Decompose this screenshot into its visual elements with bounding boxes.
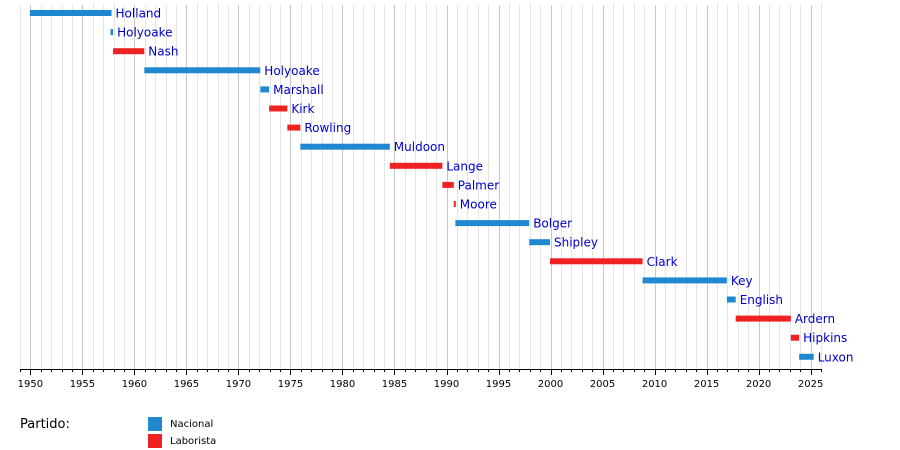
term-label: Moore — [460, 198, 497, 212]
legend-label-nacional: Nacional — [170, 418, 214, 430]
x-tick-label: 1990 — [434, 379, 459, 390]
legend-swatch-laborista — [148, 434, 162, 448]
term-label: Marshall — [273, 83, 324, 97]
term-label: Lange — [446, 159, 483, 173]
term-label: Bolger — [533, 217, 572, 231]
term-bar — [455, 220, 530, 227]
term-label: Holyoake — [264, 64, 319, 78]
x-axis-ticks: 1950 1955 1960 1965 1970 1975 1980 1985 1990 1995… — [18, 369, 823, 390]
term-bar — [260, 86, 270, 93]
term-bar — [642, 277, 727, 284]
term-bar — [300, 143, 390, 150]
term-label: Shipley — [554, 236, 598, 250]
term-label: Ardern — [795, 312, 835, 326]
x-tick-label: 2015 — [694, 379, 719, 390]
legend-item-nacional: Nacional — [148, 417, 213, 431]
term-label: Muldoon — [394, 140, 445, 154]
x-tick-label: 1980 — [330, 379, 355, 390]
grid-lines — [20, 5, 822, 369]
x-tick-label: 1950 — [18, 379, 43, 390]
term-label: Kirk — [291, 102, 314, 116]
term-label: Holland — [116, 7, 162, 21]
term-bar — [144, 67, 261, 74]
x-tick-label: 2020 — [746, 379, 771, 390]
x-tick-label: 1975 — [278, 379, 303, 390]
legend-label-laborista: Laborista — [170, 435, 217, 447]
term-bar — [550, 258, 643, 265]
x-tick-label: 2000 — [538, 379, 563, 390]
term-bar — [113, 48, 145, 55]
term-bar — [389, 162, 443, 169]
term-label: Key — [731, 274, 753, 288]
bars — [29, 10, 814, 360]
term-label: Clark — [647, 255, 678, 269]
term-bar — [269, 105, 288, 112]
x-tick-label: 1965 — [174, 379, 199, 390]
x-tick-label: 1960 — [122, 379, 147, 390]
legend-swatch-nacional — [148, 417, 162, 431]
x-tick-label: 1985 — [382, 379, 407, 390]
term-label: Luxon — [818, 350, 854, 364]
legend-item-laborista: Laborista — [148, 434, 216, 448]
term-bar — [110, 29, 114, 36]
term-bar — [735, 315, 791, 322]
term-bar — [726, 296, 736, 303]
x-tick-label: 2005 — [590, 379, 615, 390]
term-bar — [790, 334, 800, 341]
term-bar — [453, 201, 456, 207]
x-tick-label: 1955 — [70, 379, 95, 390]
term-label: Hipkins — [803, 331, 847, 345]
x-tick-label: 1970 — [226, 379, 251, 390]
term-label: Nash — [148, 45, 178, 59]
x-tick-label: 1995 — [486, 379, 511, 390]
term-bar — [442, 181, 454, 188]
term-bar — [29, 10, 112, 16]
term-bar — [287, 124, 301, 131]
term-label: English — [740, 293, 783, 307]
x-tick-label: 2010 — [642, 379, 667, 390]
legend-title: Partido: — [20, 417, 70, 432]
term-bar — [529, 239, 551, 246]
term-label: Holyoake — [117, 26, 172, 40]
x-tick-label: 2025 — [798, 379, 823, 390]
term-label: Palmer — [458, 178, 499, 192]
term-bar — [799, 353, 814, 360]
term-label: Rowling — [304, 121, 351, 135]
bar-labels: Holland Holyoake Nash Holyoake Marshall Kirk R… — [116, 7, 854, 365]
